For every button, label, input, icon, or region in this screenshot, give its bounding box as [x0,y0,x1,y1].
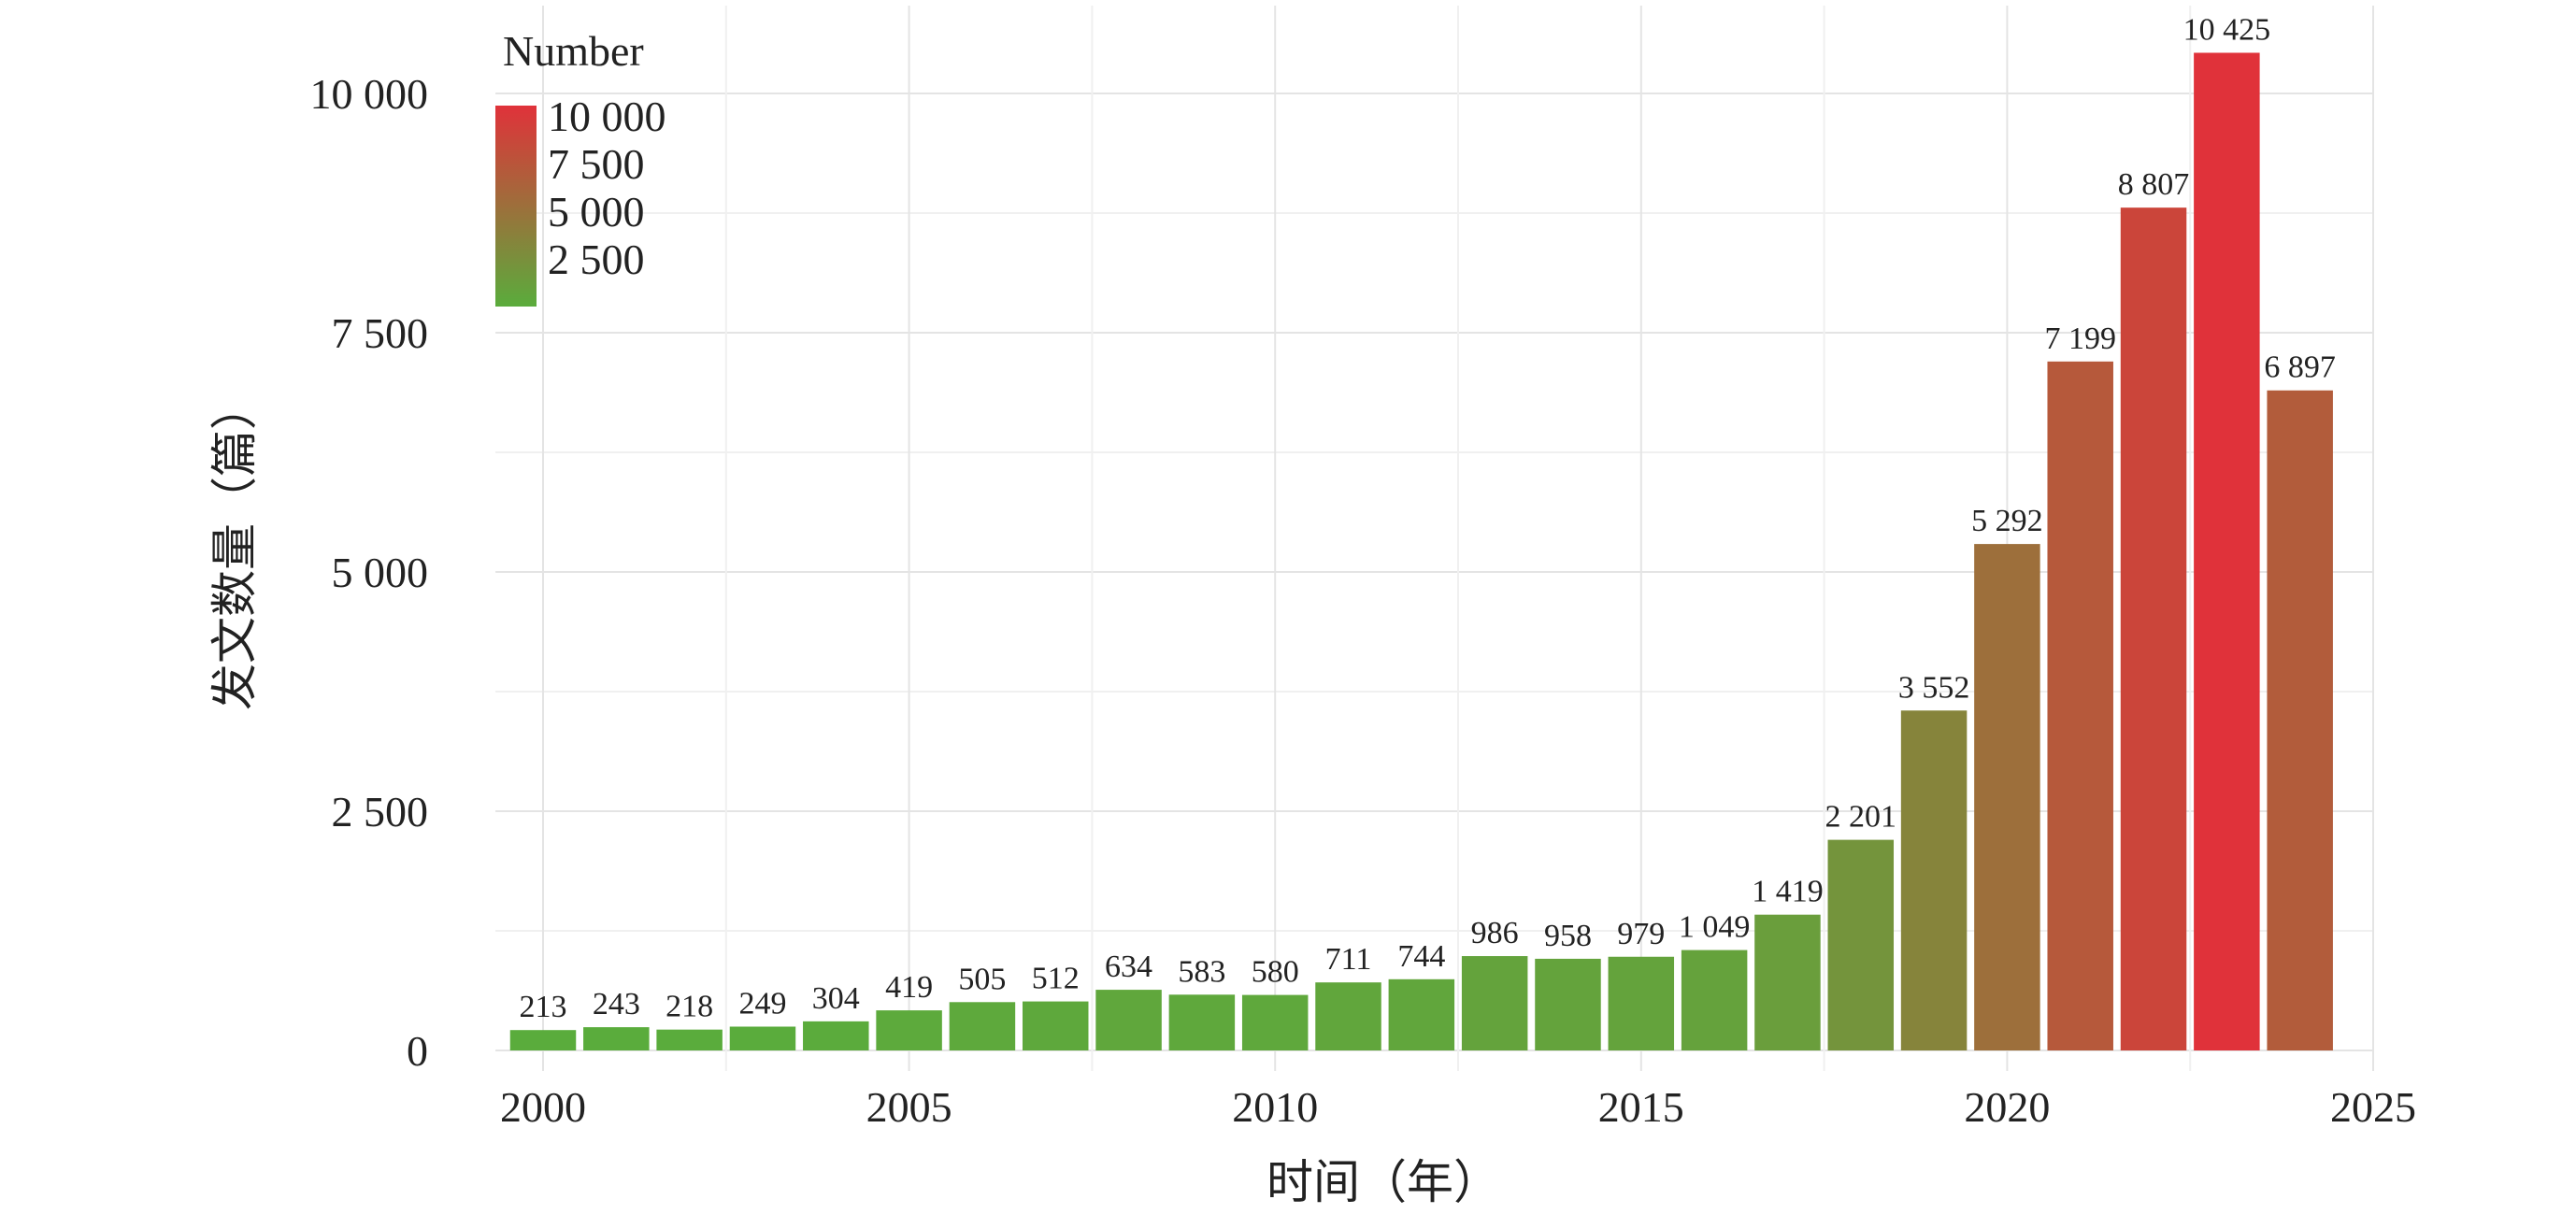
bar-2002 [656,1029,723,1050]
bar-2018 [1827,839,1895,1050]
legend-color-bar [495,106,537,307]
bar-label-2013: 986 [1471,916,1519,950]
bar-2013 [1461,956,1528,1050]
x-tick-label-2005: 2005 [866,1083,952,1131]
bar-label-2003: 249 [738,987,786,1021]
bar-2001 [583,1027,650,1050]
bar-2023 [2194,52,2260,1051]
y-tick-label-10000: 10 000 [310,70,429,118]
bar-label-2017: 1 419 [1752,875,1824,909]
grid-lines [495,6,2374,1071]
bar-label-2002: 218 [665,990,713,1024]
bar-2003 [729,1026,796,1050]
x-tick-label-2020: 2020 [1964,1083,2050,1131]
y-tick-label-7500: 7 500 [332,309,429,357]
bars [509,52,2333,1051]
bar-label-2011: 711 [1325,942,1372,977]
x-tick-label-2025: 2025 [2330,1083,2416,1131]
bar-label-2001: 243 [593,987,640,1021]
bar-label-2020: 5 292 [1971,504,2043,538]
bar-label-2018: 2 201 [1825,800,1897,835]
x-axis-ticks: 2000 2005 2010 2015 2020 2025 [500,1083,2416,1131]
x-tick-label-2010: 2010 [1232,1083,1318,1131]
y-tick-label-0: 0 [407,1027,428,1075]
bar-label-2012: 744 [1397,939,1445,974]
bar-2000 [509,1030,577,1050]
bar-label-2016: 1 049 [1679,910,1751,945]
legend-label-5000: 5 000 [548,188,645,236]
legend-title: Number [503,27,644,75]
x-axis-title: 时间（年） [1267,1155,1500,1209]
bar-2010 [1241,994,1309,1050]
bar-2024 [2267,390,2333,1050]
bar-label-2023: 10 425 [2183,12,2271,47]
bar-2021 [2047,361,2113,1050]
bar-label-2007: 512 [1032,962,1080,996]
bar-label-2008: 634 [1105,950,1152,984]
y-tick-label-5000: 5 000 [332,549,429,596]
legend-label-2500: 2 500 [548,236,645,283]
bar-label-2015: 979 [1617,917,1665,951]
bar-2008 [1095,990,1162,1050]
legend-label-7500: 7 500 [548,140,645,188]
bar-2011 [1315,982,1381,1050]
bar-label-2006: 505 [958,962,1006,996]
bar-2017 [1754,914,1821,1050]
bar-label-2014: 958 [1544,919,1592,953]
bar-2016 [1681,950,1748,1050]
legend-label-10000: 10 000 [548,93,666,140]
bar-2020 [1974,544,2040,1050]
bar-label-2024: 6 897 [2264,350,2336,385]
bar-label-2010: 580 [1252,955,1299,990]
y-axis-title: 发文数量（篇） [208,383,262,710]
bar-label-2022: 8 807 [2118,167,2190,202]
bar-2006 [949,1002,1016,1050]
bar-2015 [1608,956,1675,1050]
y-tick-label-2500: 2 500 [332,788,429,836]
bar-label-2021: 7 199 [2044,321,2116,356]
bar-2019 [1900,710,1968,1050]
bar-2007 [1022,1001,1089,1050]
bar-label-2005: 419 [885,970,933,1005]
bar-2022 [2120,207,2187,1050]
bar-2014 [1535,958,1601,1050]
bar-2005 [876,1010,942,1050]
bar-2004 [803,1021,869,1050]
bar-value-labels: 213 243 218 249 304 419 505 512 634 583 580 711 744 9… [520,12,2336,1024]
bar-label-2004: 304 [812,981,860,1016]
bar-2012 [1388,978,1455,1050]
x-tick-label-2015: 2015 [1598,1083,1684,1131]
x-tick-label-2000: 2000 [500,1083,586,1131]
y-axis-ticks: 0 2 500 5 000 7 500 10 000 [310,70,429,1075]
bar-label-2009: 583 [1178,954,1225,989]
bar-label-2019: 3 552 [1898,670,1970,705]
bar-label-2000: 213 [520,990,567,1024]
bar-2009 [1168,994,1236,1050]
